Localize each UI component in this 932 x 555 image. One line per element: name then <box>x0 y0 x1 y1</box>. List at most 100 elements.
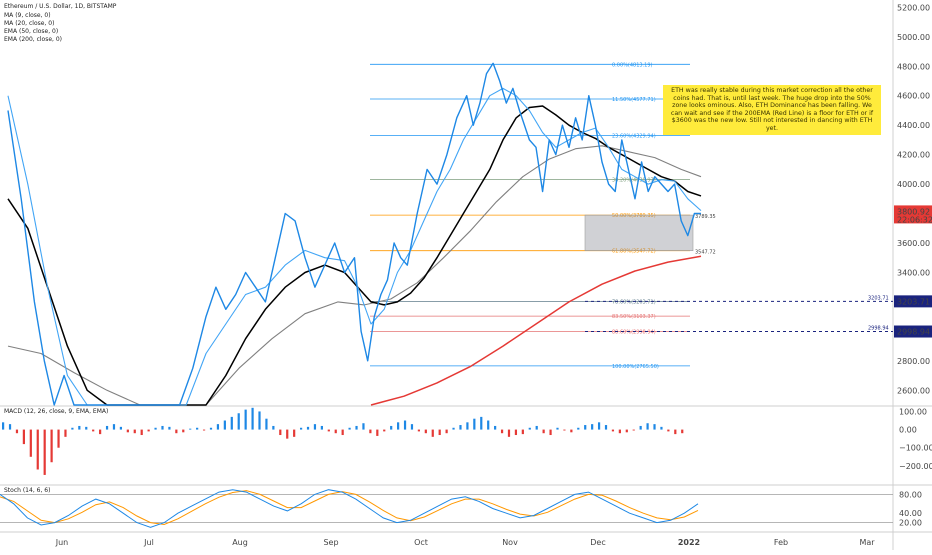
macd-histogram-bar <box>646 423 649 430</box>
macd-histogram-bar <box>272 425 275 430</box>
macd-histogram-bar <box>410 424 414 430</box>
price-tick-label: 4200.00 <box>897 151 930 160</box>
macd-histogram-bar <box>209 427 213 430</box>
macd-histogram-bar <box>251 407 254 430</box>
macd-histogram-bar <box>112 424 116 430</box>
macd-histogram-bar <box>397 422 400 430</box>
time-axis-label: 2022 <box>678 538 700 547</box>
macd-histogram-bar <box>424 429 427 434</box>
macd-histogram-bar <box>438 429 441 436</box>
macd-histogram-bar <box>466 422 469 430</box>
fib-level-label: 88.60%(2998.94) <box>612 330 656 336</box>
macd-histogram-bar <box>99 429 102 435</box>
macd-histogram-bar <box>64 429 67 437</box>
macd-histogram-bar <box>494 425 497 430</box>
macd-histogram-bar <box>29 429 32 457</box>
horizontal-level-tag-label: 3203.71 <box>897 297 930 306</box>
macd-histogram-bar <box>15 429 19 434</box>
macd-title: MACD (12, 26, close, 9, EMA, EMA) <box>4 408 109 415</box>
macd-histogram-bar <box>521 429 524 435</box>
time-axis-label: Mar <box>859 538 875 547</box>
macd-histogram-bar <box>57 429 60 448</box>
fib-level-label: 0.00%(4813.19) <box>612 62 653 68</box>
fib-level-label: 100.00%(2765.50) <box>612 364 659 370</box>
fib-level-label: 23.60%(4329.94) <box>612 133 656 139</box>
macd-histogram-bar <box>313 424 317 430</box>
fib-level-label: 50.00%(3789.35) <box>612 213 656 219</box>
macd-histogram-bar <box>230 416 233 430</box>
macd-histogram-bar <box>50 429 53 463</box>
time-axis-label: Jul <box>143 538 154 547</box>
fib-level-label: 38.20%(4030.97) <box>612 178 656 184</box>
macd-histogram-bar <box>480 416 483 430</box>
chart-title: Ethereum / U.S. Dollar, 1D, BITSTAMP <box>4 3 117 10</box>
stoch-tick-label: 80.00 <box>899 490 922 499</box>
macd-histogram-bar <box>625 429 628 433</box>
macd-histogram-bar <box>459 425 462 430</box>
stoch-tick-label: 20.00 <box>899 519 922 528</box>
macd-histogram-bar <box>216 424 220 430</box>
macd-histogram-bar <box>681 429 684 434</box>
price-tick-label: 4400.00 <box>897 121 930 130</box>
price-tick-label: 5200.00 <box>897 3 930 12</box>
fib-level-label: 78.60%(3203.71) <box>612 299 656 305</box>
indicator-ema200-label: EMA (200, close, 0) <box>4 36 63 43</box>
macd-histogram-bar <box>542 429 545 434</box>
macd-tick-label: 100.00 <box>899 407 927 416</box>
macd-histogram-bar <box>674 429 677 435</box>
macd-histogram-bar <box>639 425 642 430</box>
macd-histogram-bar <box>403 420 407 430</box>
fib-level-label: 11.50%(4577.71) <box>612 97 656 103</box>
macd-histogram-bar <box>362 423 365 430</box>
time-axis-label: Feb <box>774 538 788 547</box>
macd-histogram-bar <box>189 428 192 430</box>
price-tick-label: 4800.00 <box>897 62 930 71</box>
series-line <box>370 255 702 406</box>
stoch-tick-label: 40.00 <box>899 509 922 518</box>
macd-histogram-bar <box>355 425 358 430</box>
stoch-d-line <box>0 490 699 526</box>
macd-histogram-bar <box>92 429 95 432</box>
macd-tick-label: −100.00 <box>899 444 932 453</box>
current-price-tag <box>894 205 932 224</box>
macd-histogram-bar <box>597 422 601 430</box>
macd-histogram-bar <box>660 426 663 430</box>
zone-top-label: 3789.35 <box>695 214 716 220</box>
macd-histogram-bar <box>632 429 635 431</box>
macd-histogram-bar <box>286 429 289 439</box>
macd-histogram-bar <box>105 425 109 430</box>
macd-histogram-bar <box>452 427 455 430</box>
macd-histogram-bar <box>487 420 490 430</box>
macd-histogram-bar <box>133 429 136 434</box>
macd-histogram-bar <box>293 429 296 437</box>
horizontal-level-tag <box>894 295 932 308</box>
macd-histogram-bar <box>265 418 268 430</box>
current-price-value: 3800.92 <box>897 207 930 216</box>
time-axis-label: Aug <box>232 538 248 547</box>
zone-bottom-label: 3547.72 <box>695 250 716 256</box>
price-tick-label: 3600.00 <box>897 239 930 248</box>
stoch-k-line <box>0 489 699 528</box>
macd-histogram-bar <box>22 429 25 445</box>
macd-histogram-bar <box>618 429 621 434</box>
macd-histogram-bar <box>196 427 199 430</box>
macd-histogram-bar <box>369 429 372 434</box>
macd-histogram-bar <box>8 424 12 430</box>
fib-level-label: 61.80%(3547.72) <box>612 249 656 255</box>
price-tick-label: 5000.00 <box>897 33 930 42</box>
macd-histogram-bar <box>341 429 344 436</box>
macd-histogram-bar <box>202 429 206 431</box>
macd-histogram-bar <box>528 427 531 430</box>
macd-histogram-bar <box>611 429 615 432</box>
macd-histogram-bar <box>563 429 566 431</box>
stoch-title: Stoch (14, 6, 6) <box>4 487 51 494</box>
fib-level-label: 83.50%(3103.37) <box>612 314 656 320</box>
macd-histogram-bar <box>327 429 330 432</box>
annotation-note[interactable]: ETH was really stable during this market… <box>663 85 881 135</box>
macd-histogram-bar <box>2 422 5 430</box>
indicator-ema50-label: EMA (50, close, 0) <box>4 28 59 35</box>
fib-zone-box <box>584 214 694 251</box>
series-line <box>7 62 702 406</box>
